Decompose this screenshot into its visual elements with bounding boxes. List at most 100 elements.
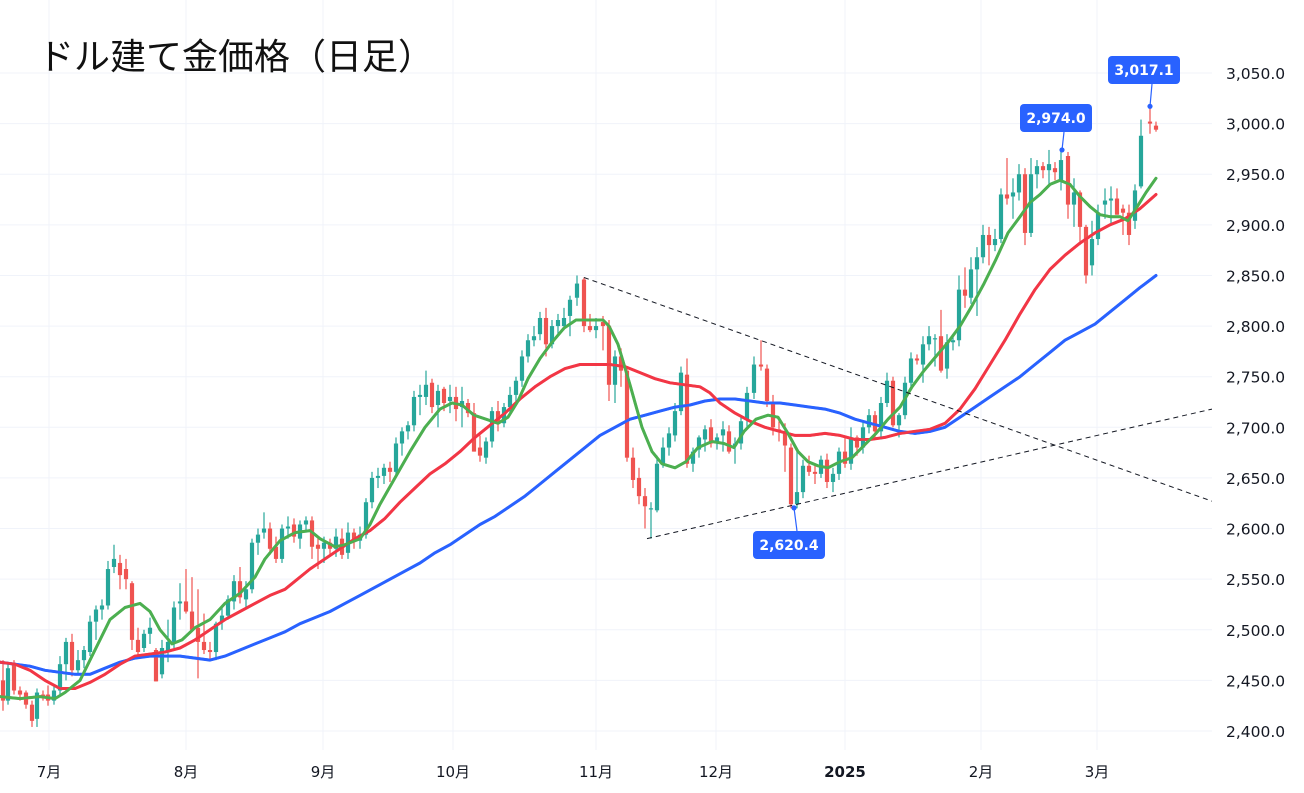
candle — [992, 228, 998, 252]
candle — [1108, 186, 1114, 225]
candle — [702, 425, 708, 452]
y-tick-label: 2,650.0 — [1226, 470, 1285, 488]
candle — [1058, 149, 1064, 191]
candle — [1065, 151, 1071, 219]
candle — [309, 516, 315, 559]
candle — [587, 313, 593, 333]
ma-line-overlay — [0, 177, 1158, 700]
candle — [788, 443, 794, 509]
candle — [429, 378, 435, 414]
candle — [884, 372, 890, 408]
y-tick-label: 2,400.0 — [1226, 723, 1285, 741]
candle — [387, 461, 393, 482]
candle — [489, 407, 495, 448]
candle — [800, 459, 806, 499]
candle — [327, 538, 333, 557]
candle — [726, 425, 732, 454]
candle — [423, 370, 429, 406]
callout-label: 2,620.4 — [759, 538, 819, 554]
candle — [345, 522, 351, 559]
candle — [279, 524, 285, 563]
candle — [824, 453, 830, 489]
candle — [968, 257, 974, 304]
y-tick-label: 2,600.0 — [1226, 521, 1285, 539]
candle — [75, 650, 81, 676]
candle — [666, 427, 672, 456]
callout-box — [753, 531, 825, 559]
candle — [1089, 220, 1095, 276]
trendline-upper-resistance[interactable] — [583, 277, 1213, 502]
candle — [117, 554, 123, 590]
candle — [581, 277, 587, 333]
chart-title: ドル建て金価格（日足） — [38, 37, 435, 78]
candle — [40, 690, 46, 701]
candle — [812, 463, 818, 484]
x-tick-label: 12月 — [699, 763, 733, 781]
candle — [1022, 168, 1028, 246]
candle — [525, 334, 531, 363]
candle — [1071, 178, 1077, 227]
candle — [34, 688, 40, 727]
candle — [99, 599, 105, 620]
candle — [369, 471, 375, 509]
trendlines[interactable] — [583, 277, 1213, 540]
candle — [678, 366, 684, 416]
candle — [1153, 121, 1159, 132]
candle — [255, 528, 261, 555]
candle — [249, 538, 255, 594]
callout-dot — [1147, 103, 1153, 109]
time-axis[interactable]: 7月 8月 9月 10月 11月 12月 2025 2月 3月 — [0, 750, 1212, 793]
trendline-lower-support[interactable] — [646, 408, 1213, 540]
candle — [908, 352, 914, 389]
y-tick-label: 2,550.0 — [1226, 571, 1285, 589]
candle — [1046, 149, 1052, 185]
candle — [764, 364, 770, 408]
candle — [393, 437, 399, 476]
candle — [375, 467, 381, 489]
y-tick-label: 3,050.0 — [1226, 65, 1285, 83]
candle — [782, 423, 788, 472]
y-tick-label: 3,000.0 — [1226, 116, 1285, 134]
x-tick-label: 10月 — [436, 763, 470, 781]
y-tick-label: 2,950.0 — [1226, 166, 1285, 184]
price-callout: 2,620.4 — [753, 505, 825, 559]
candle — [171, 601, 177, 648]
candle — [636, 467, 642, 505]
y-tick-label: 2,450.0 — [1226, 672, 1285, 690]
candle — [231, 575, 237, 610]
candle — [1147, 106, 1153, 134]
candle — [848, 427, 854, 470]
candle — [417, 384, 423, 416]
candle — [69, 633, 75, 677]
x-tick-label: 2月 — [969, 763, 994, 781]
candle — [207, 641, 213, 661]
candle — [273, 536, 279, 563]
candle — [842, 437, 848, 468]
candle — [758, 340, 764, 371]
candles — [0, 106, 1159, 727]
candle — [195, 589, 201, 679]
callout-label: 3,017.1 — [1114, 63, 1173, 79]
candle — [956, 275, 962, 347]
candle — [447, 384, 453, 414]
candle — [1040, 162, 1046, 179]
price-axis[interactable]: 2,400.0 2,450.0 2,500.0 2,550.0 2,600.0 2,650… — [1212, 0, 1304, 793]
candle — [51, 686, 57, 705]
candle — [189, 577, 195, 630]
candle — [29, 700, 35, 727]
candle — [914, 354, 920, 365]
candle — [962, 267, 968, 308]
candle — [225, 595, 231, 620]
candle — [980, 224, 986, 264]
candle — [111, 544, 117, 574]
callout-box — [1108, 56, 1180, 84]
candle — [519, 350, 525, 387]
candle — [806, 455, 812, 476]
candle — [654, 455, 660, 513]
candle — [830, 467, 836, 493]
candle — [129, 581, 135, 651]
x-tick-label: 2025 — [824, 763, 866, 781]
candle — [606, 320, 612, 401]
y-tick-label: 2,850.0 — [1226, 267, 1285, 285]
